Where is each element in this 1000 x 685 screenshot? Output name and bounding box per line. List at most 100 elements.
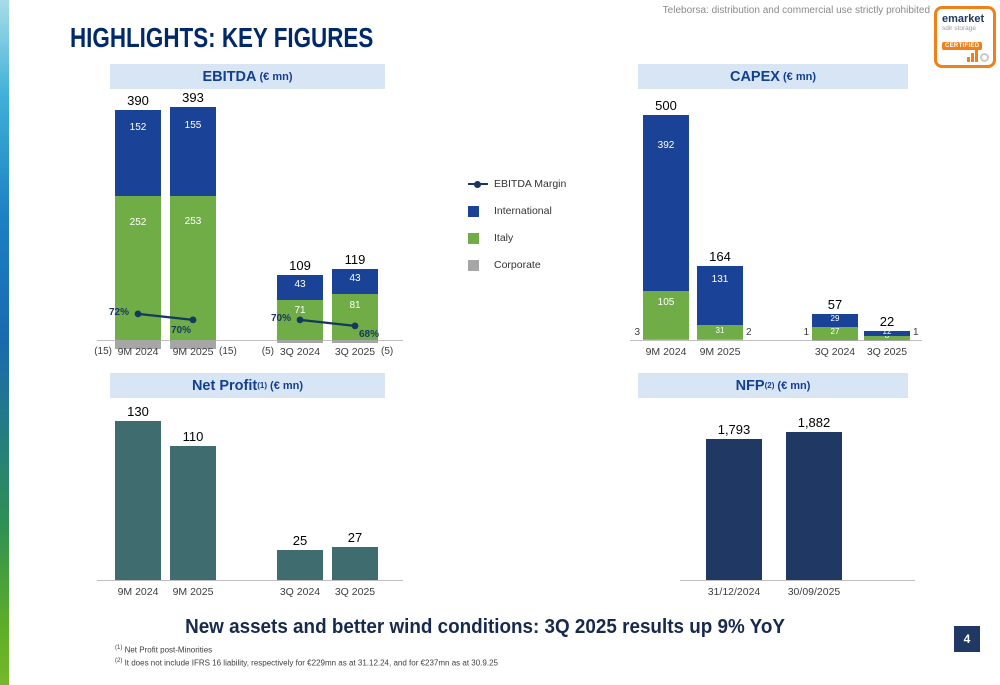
bar-segment-corporate — [864, 339, 910, 341]
category-label: 31/12/2024 — [707, 586, 761, 598]
bar-segment-italy — [332, 293, 378, 340]
chart-ebitda: EBITDA (€ mn) 252 152 390 9M 2024 253 155 393 9M… — [85, 58, 425, 373]
legend-item-international: International — [468, 205, 566, 217]
category-label: 3Q 2024 — [279, 586, 321, 598]
segment-value-label: 81 — [349, 299, 361, 311]
bar-segment-international — [864, 330, 910, 336]
legend-swatch-icon — [468, 259, 494, 271]
legend-swatch-icon — [468, 232, 494, 244]
footnote-2-sup: (2) — [115, 658, 123, 665]
bar-net_profit — [170, 445, 216, 580]
circle-icon — [980, 53, 989, 62]
nfp-title: NFP (2) (€ mn) — [638, 373, 908, 398]
headline: New assets and better wind conditions: 3… — [185, 615, 785, 638]
bar-icon — [967, 57, 970, 62]
bar-segment-international — [332, 269, 378, 294]
logo-name: emarket — [942, 13, 985, 25]
net_profit-axis — [97, 580, 403, 581]
legend-item-italy: Italy — [468, 232, 566, 244]
segment-value-label: 252 — [129, 216, 147, 228]
segment-value-label: 152 — [129, 121, 147, 133]
corporate-value-label: 2 — [746, 327, 752, 338]
segment-value-label: 12 — [882, 326, 892, 336]
corporate-value-label: (15) — [219, 346, 237, 357]
legend-label: Corporate — [494, 259, 541, 271]
category-label: 3Q 2025 — [866, 346, 908, 358]
page-title: HIGHLIGHTS: KEY FIGURES — [70, 22, 374, 53]
bar-net_profit — [332, 547, 378, 580]
bar-net_profit — [115, 421, 161, 580]
margin-value-label: 72% — [108, 306, 129, 318]
footnotes: (1) Net Profit post-Minorities (2) It do… — [115, 644, 498, 670]
segment-value-label: 27 — [830, 326, 840, 336]
category-label: 9M 2025 — [172, 346, 214, 358]
bar-nfp — [786, 432, 842, 580]
left-gradient-stripe — [0, 0, 9, 685]
total-value-label: 109 — [289, 258, 311, 274]
legend-label: International — [494, 205, 552, 217]
logo-certified-badge: CERTIFIED — [942, 41, 983, 50]
value-label: 110 — [182, 428, 204, 444]
category-label: 3Q 2025 — [334, 346, 376, 358]
total-value-label: 390 — [127, 92, 149, 108]
category-label: 9M 2025 — [172, 586, 214, 598]
total-value-label: 57 — [827, 297, 843, 313]
total-value-label: 500 — [655, 98, 677, 113]
ebitda-title: EBITDA (€ mn) — [110, 64, 385, 89]
bar-segment-italy — [864, 335, 910, 340]
bar-segment-corporate — [332, 340, 378, 343]
segment-value-label: 43 — [349, 273, 361, 285]
bar-segment-international — [643, 115, 689, 292]
legend: EBITDA Margin International Italy Corporate — [468, 178, 566, 271]
bar-segment-international — [812, 314, 858, 328]
bar-chart-icon — [967, 44, 989, 62]
legend-label: Italy — [494, 232, 514, 244]
legend-item-corporate: Corporate — [468, 259, 566, 271]
total-value-label: 22 — [879, 313, 895, 329]
corporate-value-label: (5) — [381, 346, 394, 357]
bar-segment-international — [277, 275, 323, 300]
legend-line-marker-icon — [468, 180, 494, 188]
category-label: 9M 2024 — [117, 586, 159, 598]
bar-segment-corporate — [643, 338, 689, 340]
bar-segment-corporate — [812, 339, 858, 341]
margin-value-label: 68% — [359, 328, 380, 340]
value-label: 25 — [292, 532, 308, 548]
ebitda-axis — [97, 340, 403, 341]
segment-value-label: 29 — [830, 314, 840, 324]
bar-segment-corporate — [115, 340, 161, 349]
category-label: 30/09/2025 — [787, 586, 841, 598]
segment-value-label: 71 — [294, 304, 306, 316]
corporate-value-label: (15) — [94, 346, 112, 357]
footnote-2: (2) It does not include IFRS 16 liabilit… — [115, 657, 498, 670]
legend-label: EBITDA Margin — [494, 178, 567, 190]
corporate-value-label: 3 — [634, 327, 640, 338]
capex-axis — [630, 340, 922, 341]
footnote-1-text: Net Profit post-Minorities — [122, 645, 213, 655]
bar-segment-italy — [697, 325, 743, 340]
chart-nfp: NFP (2) (€ mn) 1,793 31/12/2024 1,882 30/09/2… — [625, 371, 925, 606]
bar-nfp — [706, 439, 762, 580]
bar-segment-international — [115, 109, 161, 197]
segment-value-label: 131 — [711, 274, 729, 286]
footnote-2-text: It does not include IFRS 16 liability, r… — [122, 658, 498, 668]
bar-segment-corporate — [277, 340, 323, 343]
value-label: 27 — [347, 530, 363, 546]
segment-value-label: 31 — [715, 325, 725, 335]
segment-value-label: 43 — [294, 279, 306, 291]
margin-value-label: 70% — [270, 312, 291, 324]
category-label: 9M 2025 — [699, 346, 741, 358]
legend-swatch-icon — [468, 205, 494, 217]
corporate-value-label: 1 — [913, 327, 919, 338]
total-value-label: 393 — [182, 90, 204, 106]
nfp-axis — [680, 580, 915, 581]
segment-value-label: 392 — [657, 140, 675, 152]
footnote-1-sup: (1) — [115, 645, 123, 651]
bar-segment-italy — [643, 291, 689, 339]
legend-item-ebitda-margin: EBITDA Margin — [468, 178, 566, 190]
category-label: 3Q 2025 — [334, 586, 376, 598]
bar-segment-international — [170, 107, 216, 196]
total-value-label: 164 — [709, 249, 731, 265]
value-label: 130 — [127, 404, 149, 420]
